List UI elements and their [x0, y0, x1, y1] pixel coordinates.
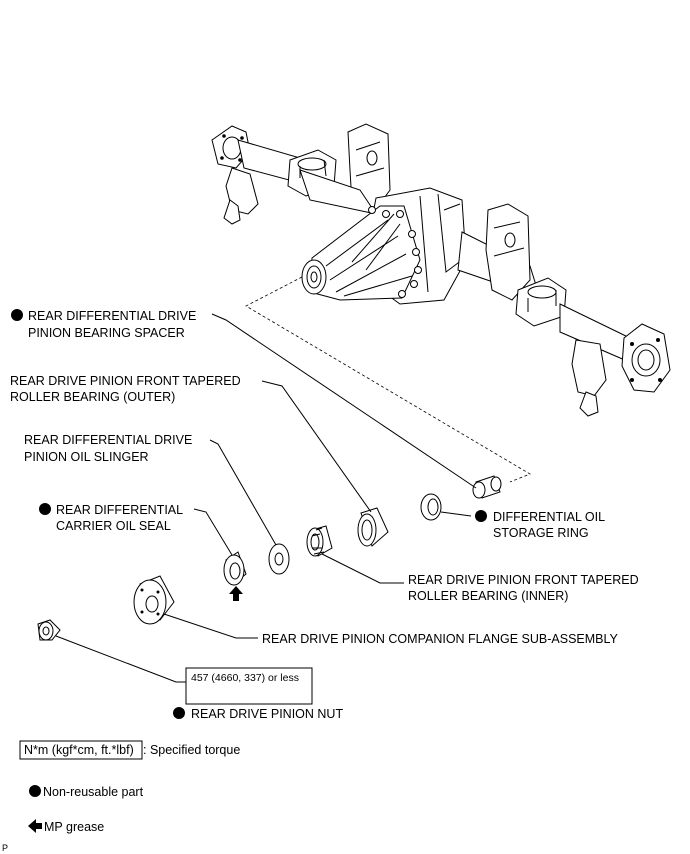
torque-unit-box [19, 740, 143, 760]
front-bearing-outer-label-line-2: ROLLER BEARING (OUTER) [10, 390, 175, 404]
spacer-label-line-1: REAR DIFFERENTIAL DRIVE [28, 309, 196, 323]
pinion-bearing-spacer-part [472, 475, 502, 499]
specified-torque-text: : Specified torque [143, 743, 240, 757]
front-bearing-outer-label-line-1: REAR DRIVE PINION FRONT TAPERED [10, 374, 241, 388]
leader-lines [55, 313, 477, 683]
oil-seal-label-line-1: REAR DIFFERENTIAL [56, 503, 183, 517]
front-bearing-outer-part [357, 507, 389, 547]
torque-unit-text: N*m (kgf*cm, ft.*lbf) [24, 743, 134, 757]
front-bearing-inner-label-line-1: REAR DRIVE PINION FRONT TAPERED [408, 573, 639, 587]
torque-value-text: 457 (4660, 337) or less [191, 672, 299, 684]
front-bearing-inner-part [306, 525, 333, 557]
non-reusable-dot-icon [11, 309, 23, 321]
mp-grease-arrow-icon [28, 819, 42, 833]
oil-storage-ring-part [420, 493, 442, 521]
non-reusable-dot-icon [29, 785, 41, 797]
storage-ring-label-line-2: STORAGE RING [493, 526, 589, 540]
oil-slinger-label-line-1: REAR DIFFERENTIAL DRIVE [24, 433, 192, 447]
non-reusable-dot-icon [173, 707, 185, 719]
pinion-nut-part [37, 619, 61, 641]
oil-seal-label-line-2: CARRIER OIL SEAL [56, 519, 171, 533]
corner-mark: P [2, 843, 8, 853]
companion-flange-part [133, 575, 175, 625]
non-reusable-legend-text: Non-reusable part [43, 785, 144, 799]
companion-flange-label: REAR DRIVE PINION COMPANION FLANGE SUB-A… [262, 632, 619, 646]
non-reusable-dot-icon [475, 510, 487, 522]
oil-slinger-part [268, 543, 290, 575]
pinion-nut-label: REAR DRIVE PINION NUT [191, 707, 343, 721]
mp-grease-arrow-icon [229, 586, 243, 601]
legend: N*m (kgf*cm, ft.*lbf) : Specified torque… [19, 740, 240, 834]
front-bearing-inner-label-line-2: ROLLER BEARING (INNER) [408, 589, 568, 603]
install-reference-dashed-line [245, 276, 531, 483]
carrier-oil-seal-part [223, 551, 247, 586]
oil-slinger-label-line-2: PINION OIL SLINGER [24, 450, 149, 464]
mp-grease-legend-text: MP grease [44, 820, 104, 834]
axle-housing-illustration [211, 123, 671, 417]
non-reusable-dot-icon [39, 503, 51, 515]
storage-ring-label-line-1: DIFFERENTIAL OIL [493, 510, 605, 524]
spacer-label-line-2: PINION BEARING SPACER [28, 326, 185, 340]
torque-value-box [185, 667, 313, 705]
